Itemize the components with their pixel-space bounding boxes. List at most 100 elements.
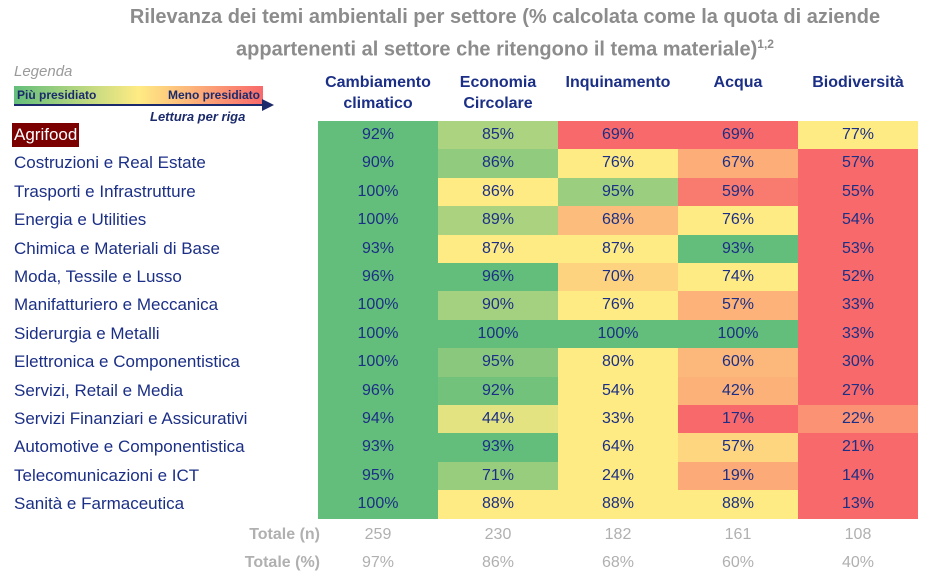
heatmap-cell: 88% <box>678 490 798 519</box>
heatmap-cell: 27% <box>798 376 918 406</box>
heatmap-cell: 90% <box>318 149 438 178</box>
heatmap-cell: 95% <box>558 177 678 207</box>
heatmap-cell: 76% <box>558 291 678 320</box>
title-line-2: appartenenti al settore che ritengono il… <box>236 38 751 61</box>
totals-cell: 60% <box>721 553 755 571</box>
totals-cell: 161 <box>724 525 752 543</box>
title-footnote: 1,2 <box>757 37 774 51</box>
row-label: Agrifood <box>12 123 80 147</box>
heatmap-cell: 94% <box>318 405 438 434</box>
row-label: Chimica e Materiali di Base <box>14 238 220 258</box>
column-header: Acqua <box>713 74 763 91</box>
heatmap-cell: 33% <box>558 405 678 434</box>
heatmap-cell: 80% <box>558 348 678 377</box>
heatmap-cell: 100% <box>318 291 438 320</box>
heatmap-cell: 68% <box>558 206 678 235</box>
row-label: Automotive e Componentistica <box>14 437 245 457</box>
heatmap-cell: 92% <box>318 121 438 150</box>
heatmap-cell: 86% <box>438 177 558 207</box>
totals-cell: 108 <box>844 525 872 543</box>
heatmap-cell: 77% <box>798 121 918 150</box>
totals-cell: 40% <box>841 553 875 571</box>
heatmap-cell: 55% <box>798 177 918 207</box>
row-label: Trasporti e Infrastrutture <box>14 181 196 201</box>
row-label: Moda, Tessile e Lusso <box>14 267 182 286</box>
heatmap-cell: 59% <box>678 177 798 207</box>
heatmap-cell: 93% <box>438 433 558 462</box>
heatmap-cell: 57% <box>798 149 918 178</box>
heatmap-cell: 71% <box>438 461 558 491</box>
heatmap-cell: 69% <box>678 121 798 150</box>
column-header: Economia Circolare <box>459 74 537 112</box>
heatmap-cell: 42% <box>678 376 798 406</box>
row-label: Servizi Finanziari e Assicurativi <box>14 409 248 428</box>
heatmap-cell: 93% <box>678 234 798 264</box>
heatmap-cell: 87% <box>558 234 678 264</box>
totals-label: Totale (%) <box>244 553 320 571</box>
row-label: Costruzioni e Real Estate <box>14 153 206 173</box>
heatmap-cell: 24% <box>558 461 678 491</box>
heatmap-cell: 92% <box>438 376 558 406</box>
column-header: Cambiamento climatico <box>325 74 431 112</box>
heatmap-cell: 93% <box>318 433 438 462</box>
heatmap-cell: 100% <box>558 319 678 349</box>
heatmap-cell: 95% <box>438 348 558 377</box>
totals-label: Totale (n) <box>249 525 320 543</box>
heatmap-cell: 57% <box>678 433 798 462</box>
heatmap-cell: 44% <box>438 405 558 434</box>
heatmap-cell: 21% <box>798 433 918 462</box>
row-label: Manifatturiero e Meccanica <box>14 295 219 315</box>
legend-arrow <box>14 104 264 106</box>
heatmap-cell: 14% <box>798 461 918 491</box>
heatmap-cell: 33% <box>798 319 918 349</box>
column-header: Biodiversità <box>812 74 904 91</box>
title-line-1: Rilevanza dei temi ambientali per settor… <box>129 6 881 28</box>
row-label: Elettronica e Componentistica <box>14 352 240 372</box>
totals-cell: 259 <box>364 525 392 543</box>
heatmap-cell: 100% <box>318 206 438 235</box>
legend-gradient: Più presidiato Meno presidiato <box>14 86 263 104</box>
heatmap-cell: 87% <box>438 234 558 264</box>
chart-title: Rilevanza dei temi ambientali per settor… <box>129 6 881 61</box>
legend-left-label: Più presidiato <box>17 88 97 102</box>
column-header: Inquinamento <box>565 74 671 91</box>
heatmap-cell: 33% <box>798 291 918 320</box>
row-label: Servizi, Retail e Media <box>14 380 184 400</box>
heatmap-cell: 74% <box>678 263 798 292</box>
legend-reading-note: Lettura per riga <box>150 109 246 124</box>
totals-cell: 230 <box>484 525 512 543</box>
heatmap-cell: 54% <box>798 206 918 235</box>
heatmap-cell: 76% <box>678 206 798 235</box>
heatmap-cell: 17% <box>678 405 798 434</box>
heatmap-cell: 76% <box>558 149 678 178</box>
heatmap-cell: 90% <box>438 291 558 320</box>
heatmap-cell: 100% <box>318 348 438 377</box>
heatmap-cell: 69% <box>558 121 678 150</box>
legend-label: Legenda <box>14 63 73 80</box>
heatmap-cell: 13% <box>798 490 918 519</box>
heatmap-cell: 52% <box>798 263 918 292</box>
heatmap-cell: 100% <box>678 319 798 349</box>
heatmap-cell: 88% <box>438 490 558 519</box>
heatmap-cell: 54% <box>558 376 678 406</box>
heatmap-cell: 100% <box>438 319 558 349</box>
heatmap-cell: 86% <box>438 149 558 178</box>
heatmap-cell: 96% <box>318 376 438 406</box>
heatmap-cell: 85% <box>438 121 558 150</box>
heatmap-cell: 88% <box>558 490 678 519</box>
heatmap-cell: 30% <box>798 348 918 377</box>
heatmap-cell: 22% <box>798 405 918 434</box>
totals-cell: 97% <box>361 553 395 571</box>
heatmap-cell: 70% <box>558 263 678 292</box>
totals-cell: 86% <box>481 553 515 571</box>
heatmap-cell: 64% <box>558 433 678 462</box>
totals-cell: 68% <box>601 553 635 571</box>
heatmap-cell: 53% <box>798 234 918 264</box>
row-label: Energia e Utilities <box>14 210 147 230</box>
heatmap-cell: 67% <box>678 149 798 178</box>
heatmap-cell: 100% <box>318 490 438 519</box>
row-label: Telecomunicazioni e ICT <box>14 465 200 485</box>
arrow-right-icon <box>262 99 274 111</box>
heatmap-cell: 57% <box>678 291 798 320</box>
row-label: Siderurgia e Metalli <box>14 323 160 343</box>
